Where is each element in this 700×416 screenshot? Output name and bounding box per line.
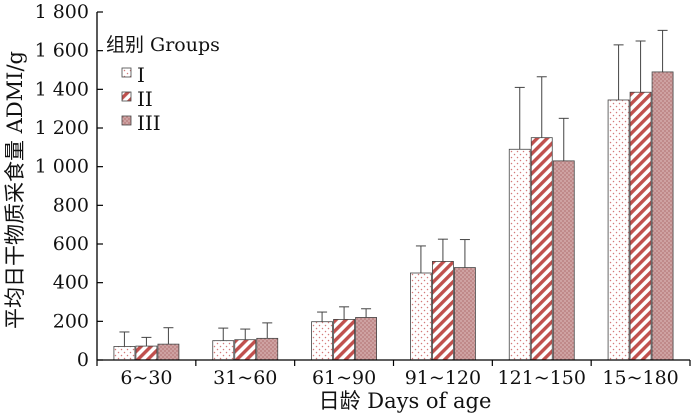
bar — [135, 345, 158, 361]
bar — [432, 260, 454, 361]
y-tick-label: 200 — [53, 310, 89, 332]
bar — [333, 318, 355, 361]
legend-title: 组别 Groups — [106, 34, 220, 56]
bar — [607, 99, 630, 361]
bar — [508, 148, 531, 361]
y-tick-label: 1 000 — [35, 156, 89, 178]
bar — [157, 343, 180, 361]
x-tick-label: 15~180 — [602, 367, 678, 389]
y-tick-label: 1 600 — [35, 40, 89, 62]
y-tick-label: 1 200 — [35, 117, 89, 139]
y-tick-label: 400 — [53, 272, 89, 294]
legend-label: I — [137, 63, 145, 87]
bar — [651, 71, 674, 361]
y-axis-title: 平均日干物质采食量 ADMI/g — [3, 51, 27, 329]
legend-swatch — [121, 115, 132, 126]
x-tick-label: 6~30 — [120, 367, 172, 389]
y-tick-label: 600 — [53, 233, 89, 255]
bar — [629, 91, 652, 361]
x-tick-label: 121~150 — [498, 367, 586, 389]
bar — [355, 317, 377, 361]
legend-label: II — [137, 87, 153, 111]
x-tick-label: 31~60 — [213, 367, 277, 389]
x-axis-title: 日龄 Days of age — [319, 389, 492, 413]
bar — [311, 321, 333, 361]
x-tick-label: 91~120 — [405, 367, 481, 389]
bar — [113, 346, 136, 361]
x-axis-ticks: 6~30 31~60 61~90 91~120 121~150 15~180 — [96, 360, 691, 389]
bar — [552, 160, 575, 361]
bar — [212, 340, 235, 361]
y-tick-label: 1 800 — [35, 1, 89, 23]
legend-swatch — [121, 67, 132, 78]
bar — [410, 272, 432, 361]
bar — [256, 337, 279, 361]
bar — [530, 137, 553, 361]
y-tick-label: 1 400 — [35, 78, 89, 100]
y-axis-ticks: 0 200 400 600 800 1 000 1 200 1 400 1 600 1 800 — [35, 1, 103, 371]
legend-label: III — [137, 111, 161, 135]
bar — [454, 267, 476, 361]
bar — [234, 339, 257, 361]
x-tick-label: 61~90 — [312, 367, 376, 389]
bars-group — [113, 29, 674, 361]
legend-swatch — [121, 91, 132, 102]
y-tick-label: 0 — [77, 349, 89, 371]
y-tick-label: 800 — [53, 194, 89, 216]
